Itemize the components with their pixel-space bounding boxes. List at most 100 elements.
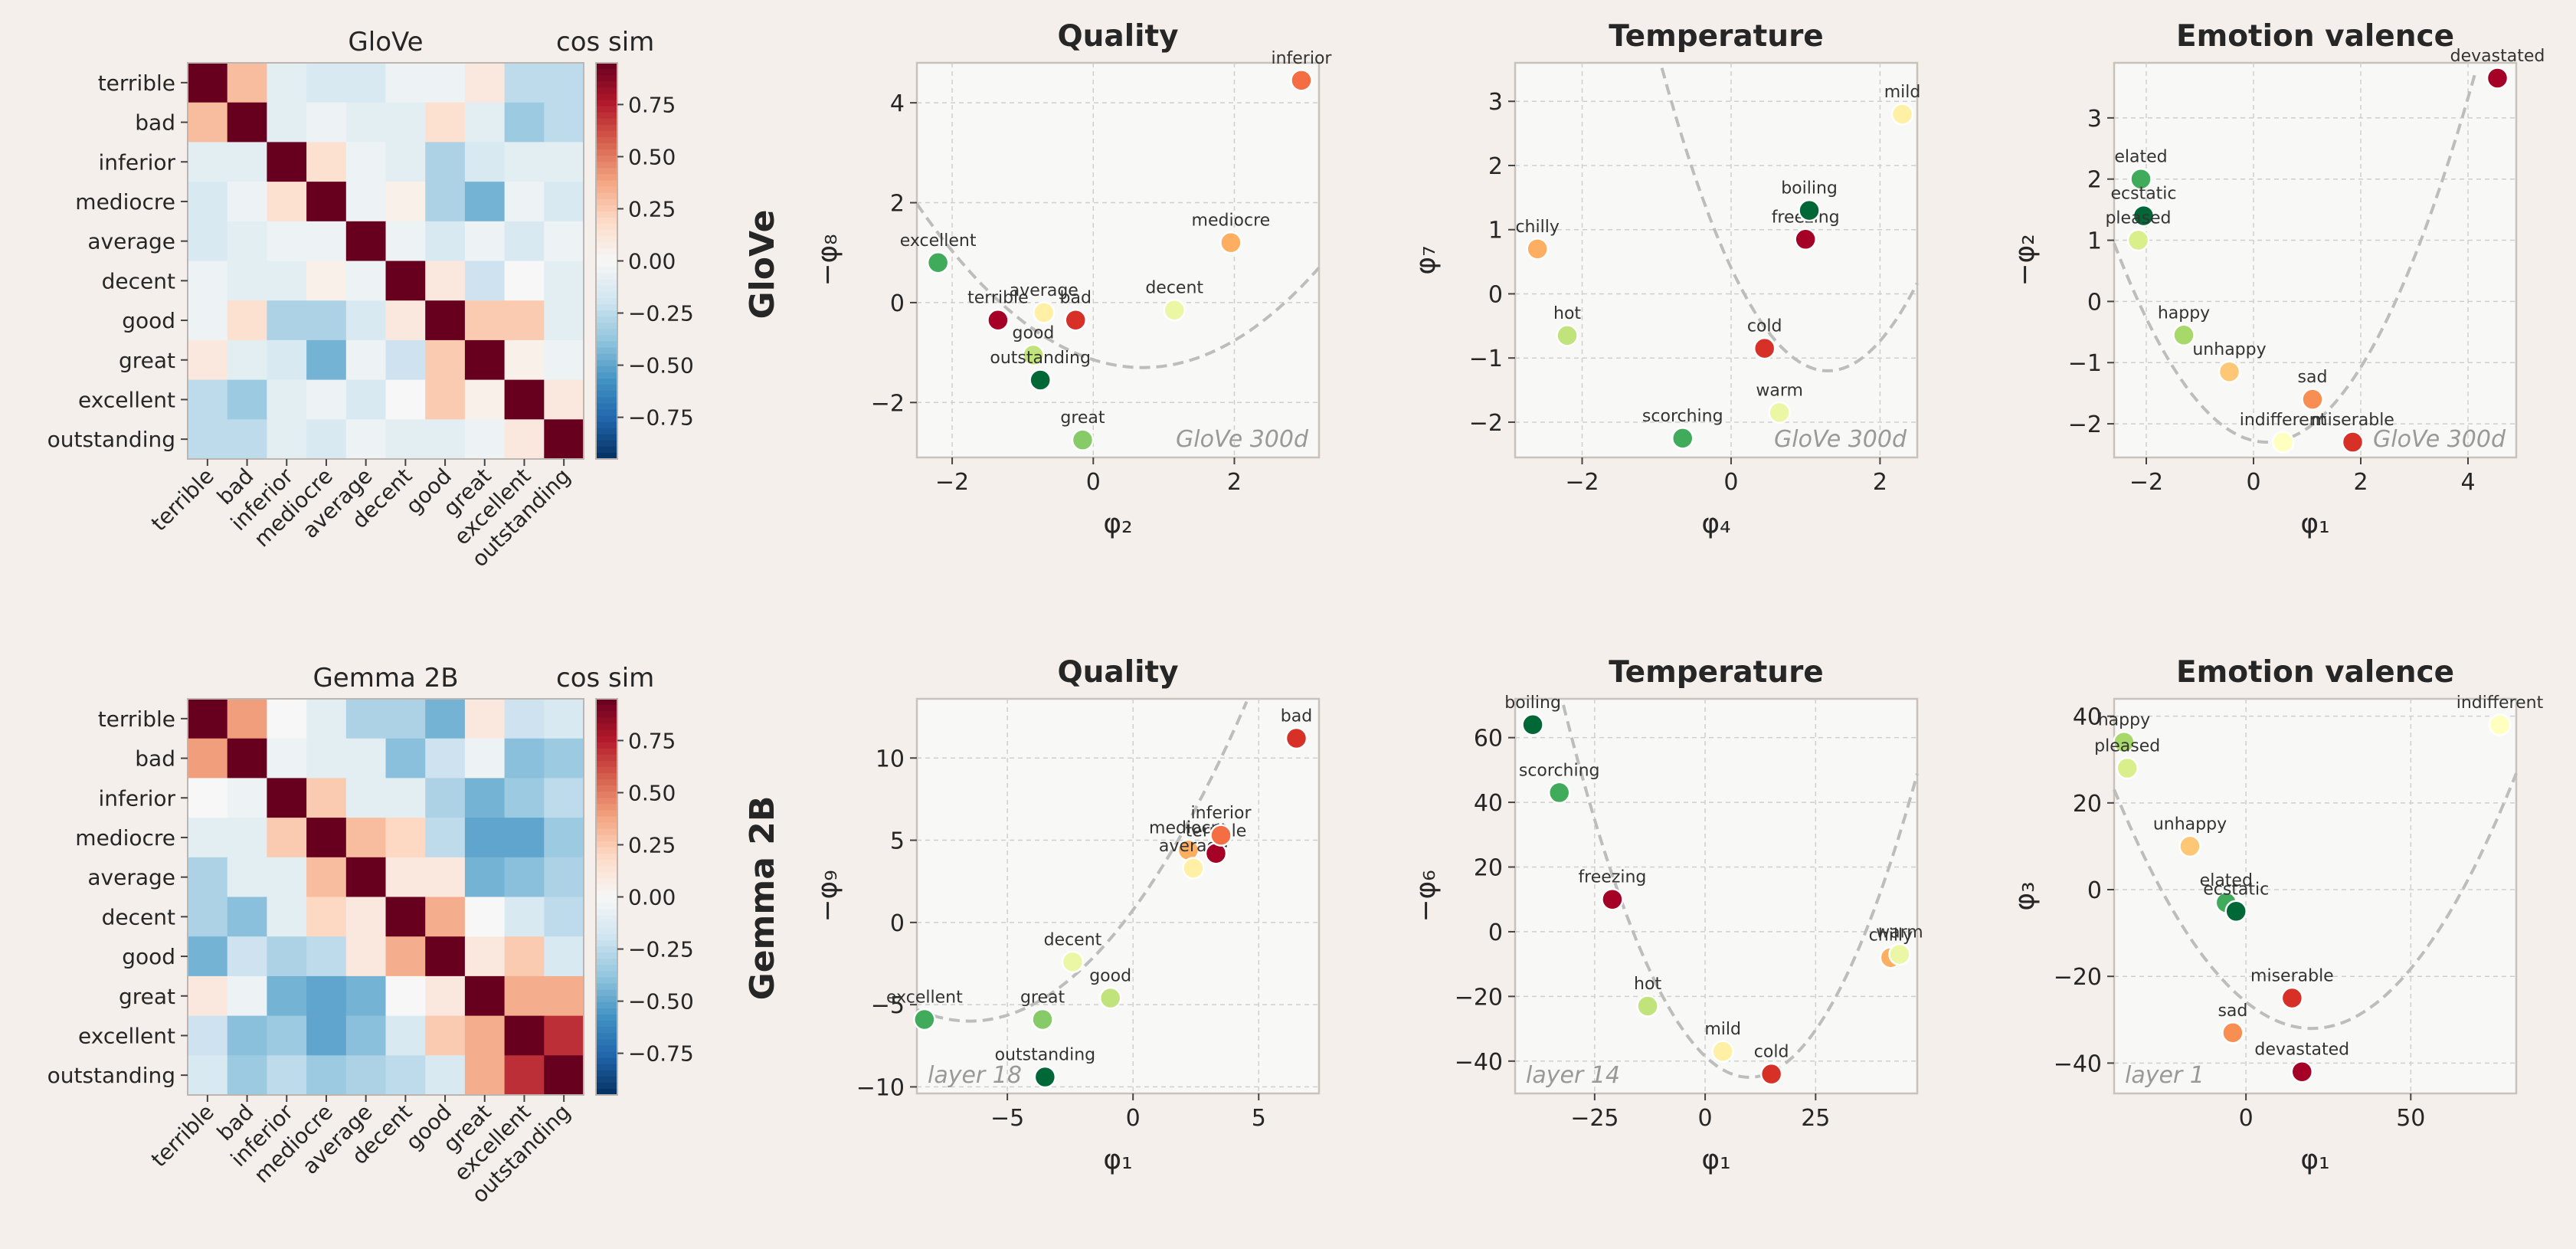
x-tick-label: −2	[2129, 469, 2163, 496]
y-tick-label: 2	[1488, 153, 1503, 180]
colorbar-step	[596, 198, 617, 206]
colorbar-step	[596, 785, 617, 792]
heatmap-cell	[267, 897, 307, 937]
heatmap-cell	[188, 63, 228, 103]
heatmap-cell	[227, 778, 267, 818]
y-tick-label: 4	[890, 90, 905, 117]
point-label: outstanding	[995, 1046, 1096, 1065]
heatmap-cell	[425, 897, 466, 937]
point-label: miserable	[2250, 966, 2334, 985]
colorbar-step	[596, 705, 617, 712]
colorbar-step	[596, 174, 617, 182]
colorbar-step	[596, 742, 617, 749]
heatmap-cell	[544, 419, 584, 460]
point-inferior	[1209, 824, 1232, 847]
x-tick-label: 2	[1227, 469, 1242, 496]
heatmap-cell	[385, 818, 426, 858]
heatmap-cell	[267, 699, 307, 739]
colorbar-step	[596, 736, 617, 743]
x-axis-label: φ₁	[1701, 1144, 1730, 1175]
colorbar-step	[596, 242, 617, 249]
heatmap-cell	[385, 182, 426, 222]
heatmap-cell	[306, 419, 347, 460]
heatmap-cell	[425, 778, 466, 818]
heatmap-row-label: bad	[135, 746, 175, 772]
point-label: hot	[1553, 304, 1581, 323]
colorbar-step	[596, 828, 617, 836]
point-label: elated	[2114, 148, 2167, 167]
colorbar-step	[596, 847, 617, 854]
heatmap-cell	[267, 419, 307, 460]
point-average	[1033, 301, 1056, 324]
heatmap-cell	[504, 738, 545, 779]
point-label: average	[1010, 281, 1079, 300]
point-label: mild	[1704, 1020, 1741, 1039]
point-great	[1031, 1008, 1054, 1031]
point-label: decent	[1044, 930, 1102, 949]
heatmap-cell	[227, 419, 267, 460]
point-bad	[1285, 726, 1308, 750]
colorbar-step	[596, 841, 617, 848]
point-outstanding	[1033, 1065, 1057, 1089]
point-boiling	[1521, 713, 1544, 736]
x-tick-label: 25	[1801, 1105, 1830, 1132]
heatmap-cell	[345, 419, 386, 460]
colorbar-step	[596, 168, 617, 175]
heatmap-row-label: terrible	[98, 70, 175, 96]
colorbar-step	[596, 329, 617, 336]
point-happy	[2113, 730, 2136, 754]
colorbar-step	[596, 1051, 617, 1059]
point-sad	[2221, 1021, 2244, 1044]
colorbar-step	[596, 1021, 617, 1028]
heatmap-cell	[504, 699, 545, 739]
heatmap-cell	[306, 182, 347, 222]
heatmap-cell	[425, 936, 466, 977]
point-good	[1098, 986, 1122, 1010]
y-axis-label: −φ₂	[2009, 234, 2041, 286]
plot-area	[915, 61, 1321, 459]
heatmap-cell	[425, 102, 466, 143]
heatmap-cell	[227, 221, 267, 261]
heatmap-cell	[227, 699, 267, 739]
heatmap-cell	[544, 63, 584, 103]
colorbar-step	[596, 729, 617, 737]
heatmap-title: GloVe	[348, 27, 423, 57]
colorbar-step	[596, 1082, 617, 1090]
heatmap-cell	[385, 778, 426, 818]
heatmap-cell	[504, 63, 545, 103]
colorbar-step	[596, 866, 617, 873]
colorbar-tick-label: −0.50	[628, 353, 694, 379]
heatmap-cell	[544, 339, 584, 381]
colorbar-step	[596, 822, 617, 830]
colorbar-step	[596, 75, 617, 82]
heatmap-cell	[306, 379, 347, 420]
colorbar-step	[596, 909, 617, 916]
heatmap-cell	[504, 300, 545, 341]
colorbar-tick-label: 0.00	[628, 249, 676, 274]
heatmap-cell	[464, 975, 506, 1017]
heatmap-cell	[425, 379, 466, 420]
heatmap-cell	[425, 1015, 466, 1056]
heatmap-cell	[345, 738, 386, 779]
heatmap-cell	[188, 221, 228, 261]
heatmap-cell	[425, 221, 466, 261]
colorbar-step	[596, 878, 617, 885]
colorbar-step	[596, 884, 617, 892]
colorbar-step	[596, 965, 617, 972]
heatmap-cell	[345, 142, 386, 182]
heatmap-cell	[267, 300, 307, 341]
colorbar-step	[596, 162, 617, 169]
point-warm	[1768, 401, 1791, 425]
heatmap-cell	[504, 936, 545, 977]
heatmap-cell	[425, 1055, 466, 1096]
heatmap-cell	[464, 63, 506, 103]
colorbar-step	[596, 366, 617, 373]
colorbar-step	[596, 421, 617, 429]
colorbar-title: cos sim	[556, 27, 654, 57]
heatmap-cell	[227, 379, 267, 420]
colorbar-step	[596, 1039, 617, 1046]
colorbar-step	[596, 1001, 617, 1009]
colorbar-step	[596, 136, 617, 144]
y-axis-label: −φ₈	[812, 234, 843, 286]
